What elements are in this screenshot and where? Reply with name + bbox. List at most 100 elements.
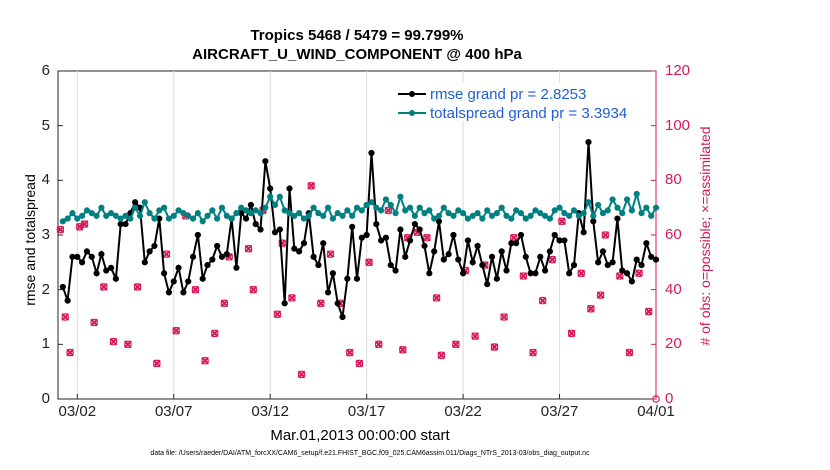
obs-assimilated-marker bbox=[152, 359, 161, 368]
obs-possible-marker bbox=[61, 313, 70, 321]
series-marker-rmse bbox=[88, 253, 95, 260]
obs-assimilated-marker bbox=[90, 318, 99, 327]
series-marker-rmse bbox=[112, 275, 119, 282]
obs-assimilated-marker bbox=[249, 285, 258, 294]
series-marker-rmse bbox=[368, 149, 375, 157]
series-marker-totalspread bbox=[252, 207, 259, 214]
series-marker-totalspread bbox=[522, 215, 529, 222]
series-marker-totalspread bbox=[300, 215, 308, 222]
obs-possible-marker bbox=[500, 313, 508, 321]
series-marker-rmse bbox=[209, 256, 216, 263]
series-marker-totalspread bbox=[368, 199, 375, 206]
series-marker-totalspread bbox=[421, 210, 428, 217]
obs-possible-marker bbox=[153, 359, 161, 368]
series-marker-rmse bbox=[484, 281, 491, 288]
series-marker-totalspread bbox=[88, 210, 95, 217]
obs-assimilated-marker bbox=[345, 348, 354, 357]
obs-possible-marker bbox=[437, 351, 446, 360]
series-marker-totalspread bbox=[103, 212, 110, 219]
obs-assimilated-marker bbox=[307, 181, 316, 190]
series-marker-totalspread bbox=[546, 215, 554, 222]
series-marker-rmse bbox=[551, 231, 558, 239]
series-marker-rmse bbox=[604, 261, 611, 269]
series-marker-totalspread bbox=[262, 204, 269, 211]
series-marker-rmse bbox=[344, 275, 351, 282]
y-tick-label-right: 120 bbox=[665, 62, 691, 79]
obs-assimilated-marker bbox=[66, 348, 74, 357]
series-marker-totalspread bbox=[349, 212, 356, 219]
obs-possible-marker bbox=[432, 294, 441, 302]
obs-assimilated-marker bbox=[586, 304, 595, 313]
series-marker-rmse bbox=[532, 270, 539, 277]
obs-possible-marker bbox=[558, 217, 566, 226]
series-marker-totalspread bbox=[488, 212, 496, 219]
series-marker-rmse bbox=[247, 201, 255, 209]
obs-assimilated-marker bbox=[287, 293, 296, 302]
series-marker-totalspread bbox=[214, 215, 221, 222]
series-marker-rmse bbox=[151, 242, 158, 250]
series-marker-rmse bbox=[296, 248, 303, 255]
obs-possible-marker bbox=[601, 231, 610, 239]
obs-possible-marker bbox=[374, 340, 383, 349]
obs-possible-marker bbox=[317, 299, 325, 308]
obs-possible-marker bbox=[220, 299, 229, 308]
series-marker-totalspread bbox=[185, 212, 192, 219]
obs-assimilated-marker bbox=[365, 258, 373, 267]
obs-assimilated-marker bbox=[326, 250, 335, 259]
obs-assimilated-marker bbox=[432, 293, 441, 302]
series-marker-rmse bbox=[546, 248, 554, 255]
series-marker-totalspread bbox=[411, 212, 418, 219]
series-marker-totalspread bbox=[527, 212, 534, 219]
obs-possible-marker bbox=[109, 337, 118, 346]
series-marker-rmse bbox=[271, 229, 279, 236]
series-marker-totalspread bbox=[580, 210, 587, 217]
y-tick-label-left: 2 bbox=[41, 280, 50, 298]
series-marker-totalspread bbox=[648, 212, 655, 219]
series-marker-totalspread bbox=[267, 193, 274, 200]
series-marker-totalspread bbox=[416, 204, 423, 211]
series-marker-totalspread bbox=[378, 207, 385, 214]
series-marker-rmse bbox=[146, 248, 153, 255]
x-tick-label: 03/07 bbox=[154, 403, 193, 420]
series-marker-totalspread bbox=[643, 204, 650, 211]
obs-assimilated-marker bbox=[244, 244, 253, 253]
y-tick-label-left: 3 bbox=[41, 226, 50, 243]
series-marker-totalspread bbox=[633, 190, 640, 198]
series-marker-rmse bbox=[373, 220, 380, 228]
series-marker-rmse bbox=[397, 226, 404, 233]
obs-possible-marker bbox=[519, 272, 528, 280]
series-marker-rmse bbox=[459, 270, 467, 277]
y-tick-label-left: 0 bbox=[41, 390, 50, 407]
obs-assimilated-marker bbox=[384, 206, 393, 215]
obs-possible-marker bbox=[635, 269, 643, 278]
data-file-footnote: data file: /Users/raeder/DAI/ATM_forcXX/… bbox=[150, 450, 590, 457]
series-marker-totalspread bbox=[228, 215, 235, 222]
obs-possible-marker bbox=[355, 359, 364, 368]
series-marker-rmse bbox=[233, 264, 240, 271]
series-marker-rmse bbox=[440, 256, 447, 263]
series-marker-rmse bbox=[339, 313, 346, 321]
y-tick-label-left: 1 bbox=[41, 335, 50, 353]
series-marker-totalspread bbox=[440, 204, 447, 211]
obs-assimilated-marker bbox=[273, 310, 282, 319]
obs-assimilated-marker bbox=[644, 307, 653, 316]
obs-possible-marker bbox=[278, 239, 287, 248]
series-marker-totalspread bbox=[551, 207, 558, 214]
obs-assimilated-marker bbox=[538, 296, 547, 305]
legend-rmse-marker bbox=[409, 91, 415, 97]
obs-possible-marker bbox=[509, 233, 518, 242]
series-marker-rmse bbox=[599, 248, 607, 255]
series-marker-rmse bbox=[300, 240, 308, 247]
obs-assimilated-marker bbox=[423, 233, 431, 242]
obs-assimilated-marker bbox=[635, 269, 644, 278]
series-marker-totalspread bbox=[570, 207, 578, 214]
series-marker-totalspread bbox=[156, 207, 163, 214]
obs-possible-marker bbox=[244, 244, 253, 253]
obs-assimilated-marker bbox=[133, 283, 142, 291]
series-marker-rmse bbox=[648, 253, 655, 260]
y-tick-label-right: 0 bbox=[665, 390, 674, 407]
series-marker-rmse bbox=[411, 220, 418, 228]
series-marker-rmse bbox=[378, 237, 385, 244]
obs-possible-marker bbox=[90, 318, 98, 327]
